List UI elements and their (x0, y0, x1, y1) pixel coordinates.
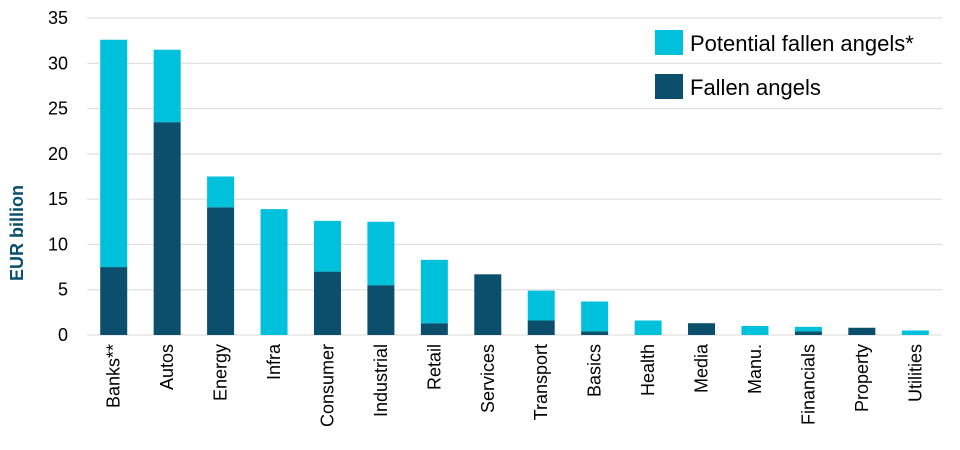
legend-label-potential: Potential fallen angels* (690, 31, 914, 56)
x-tick-label: Utilities (905, 344, 925, 402)
x-tick-label: Infra (264, 343, 284, 380)
bar-potential-fallen-angels-8 (527, 290, 555, 321)
bar-fallen-angels-0 (100, 267, 128, 335)
bar-fallen-angels-8 (527, 320, 555, 335)
x-tick-label: Transport (531, 344, 551, 420)
y-tick-label: 15 (48, 189, 68, 209)
bar-potential-fallen-angels-0 (100, 39, 128, 268)
x-tick-label: Banks** (104, 344, 124, 408)
bar-potential-fallen-angels-15 (901, 330, 929, 335)
x-tick-label: Manu. (745, 344, 765, 394)
x-tick-label: Media (692, 343, 712, 393)
bar-fallen-angels-13 (794, 331, 822, 335)
x-axis-ticks: Banks** Autos Energy Infra Consumer Industria… (104, 343, 926, 427)
y-tick-label: 0 (58, 325, 68, 345)
y-tick-label: 35 (48, 8, 68, 28)
bar-fallen-angels-9 (581, 331, 609, 335)
bar-fallen-angels-6 (420, 323, 448, 335)
bar-potential-fallen-angels-1 (153, 49, 181, 123)
bar-potential-fallen-angels-5 (367, 221, 395, 286)
bar-potential-fallen-angels-6 (420, 259, 448, 324)
bar-potential-fallen-angels-13 (794, 326, 822, 332)
bar-fallen-angels-14 (848, 327, 876, 335)
bar-fallen-angels-4 (313, 271, 341, 335)
bar-fallen-angels-7 (474, 274, 502, 335)
y-tick-label: 30 (48, 53, 68, 73)
bar-fallen-angels-1 (153, 122, 181, 336)
x-tick-label: Consumer (317, 344, 337, 427)
x-tick-label: Autos (157, 344, 177, 390)
bar-potential-fallen-angels-2 (207, 176, 235, 208)
bar-potential-fallen-angels-3 (260, 209, 288, 335)
y-axis-ticks: 0 5 10 15 20 25 30 35 (48, 8, 68, 345)
legend-label-fallen: Fallen angels (690, 75, 821, 100)
bar-fallen-angels-5 (367, 285, 395, 335)
y-tick-label: 10 (48, 234, 68, 254)
x-tick-label: Health (638, 344, 658, 396)
y-tick-label: 25 (48, 99, 68, 119)
x-tick-label: Services (478, 344, 498, 413)
bar-potential-fallen-angels-4 (313, 220, 341, 272)
legend: Potential fallen angels* Fallen angels (655, 30, 914, 100)
y-tick-label: 5 (58, 280, 68, 300)
legend-swatch-fallen (655, 74, 683, 99)
y-tick-label: 20 (48, 144, 68, 164)
legend-swatch-potential (655, 30, 683, 55)
bars (100, 39, 929, 336)
bar-potential-fallen-angels-12 (741, 325, 769, 335)
x-tick-label: Basics (585, 344, 605, 397)
x-tick-label: Energy (211, 344, 231, 401)
bar-fallen-angels-11 (688, 323, 716, 335)
bar-potential-fallen-angels-9 (581, 301, 609, 332)
x-tick-label: Financials (798, 344, 818, 425)
bar-fallen-angels-2 (207, 207, 235, 335)
x-tick-label: Property (852, 344, 872, 412)
y-axis-label: EUR billion (7, 185, 27, 281)
x-tick-label: Industrial (371, 344, 391, 417)
bar-potential-fallen-angels-10 (634, 320, 662, 335)
x-tick-label: Retail (424, 344, 444, 390)
